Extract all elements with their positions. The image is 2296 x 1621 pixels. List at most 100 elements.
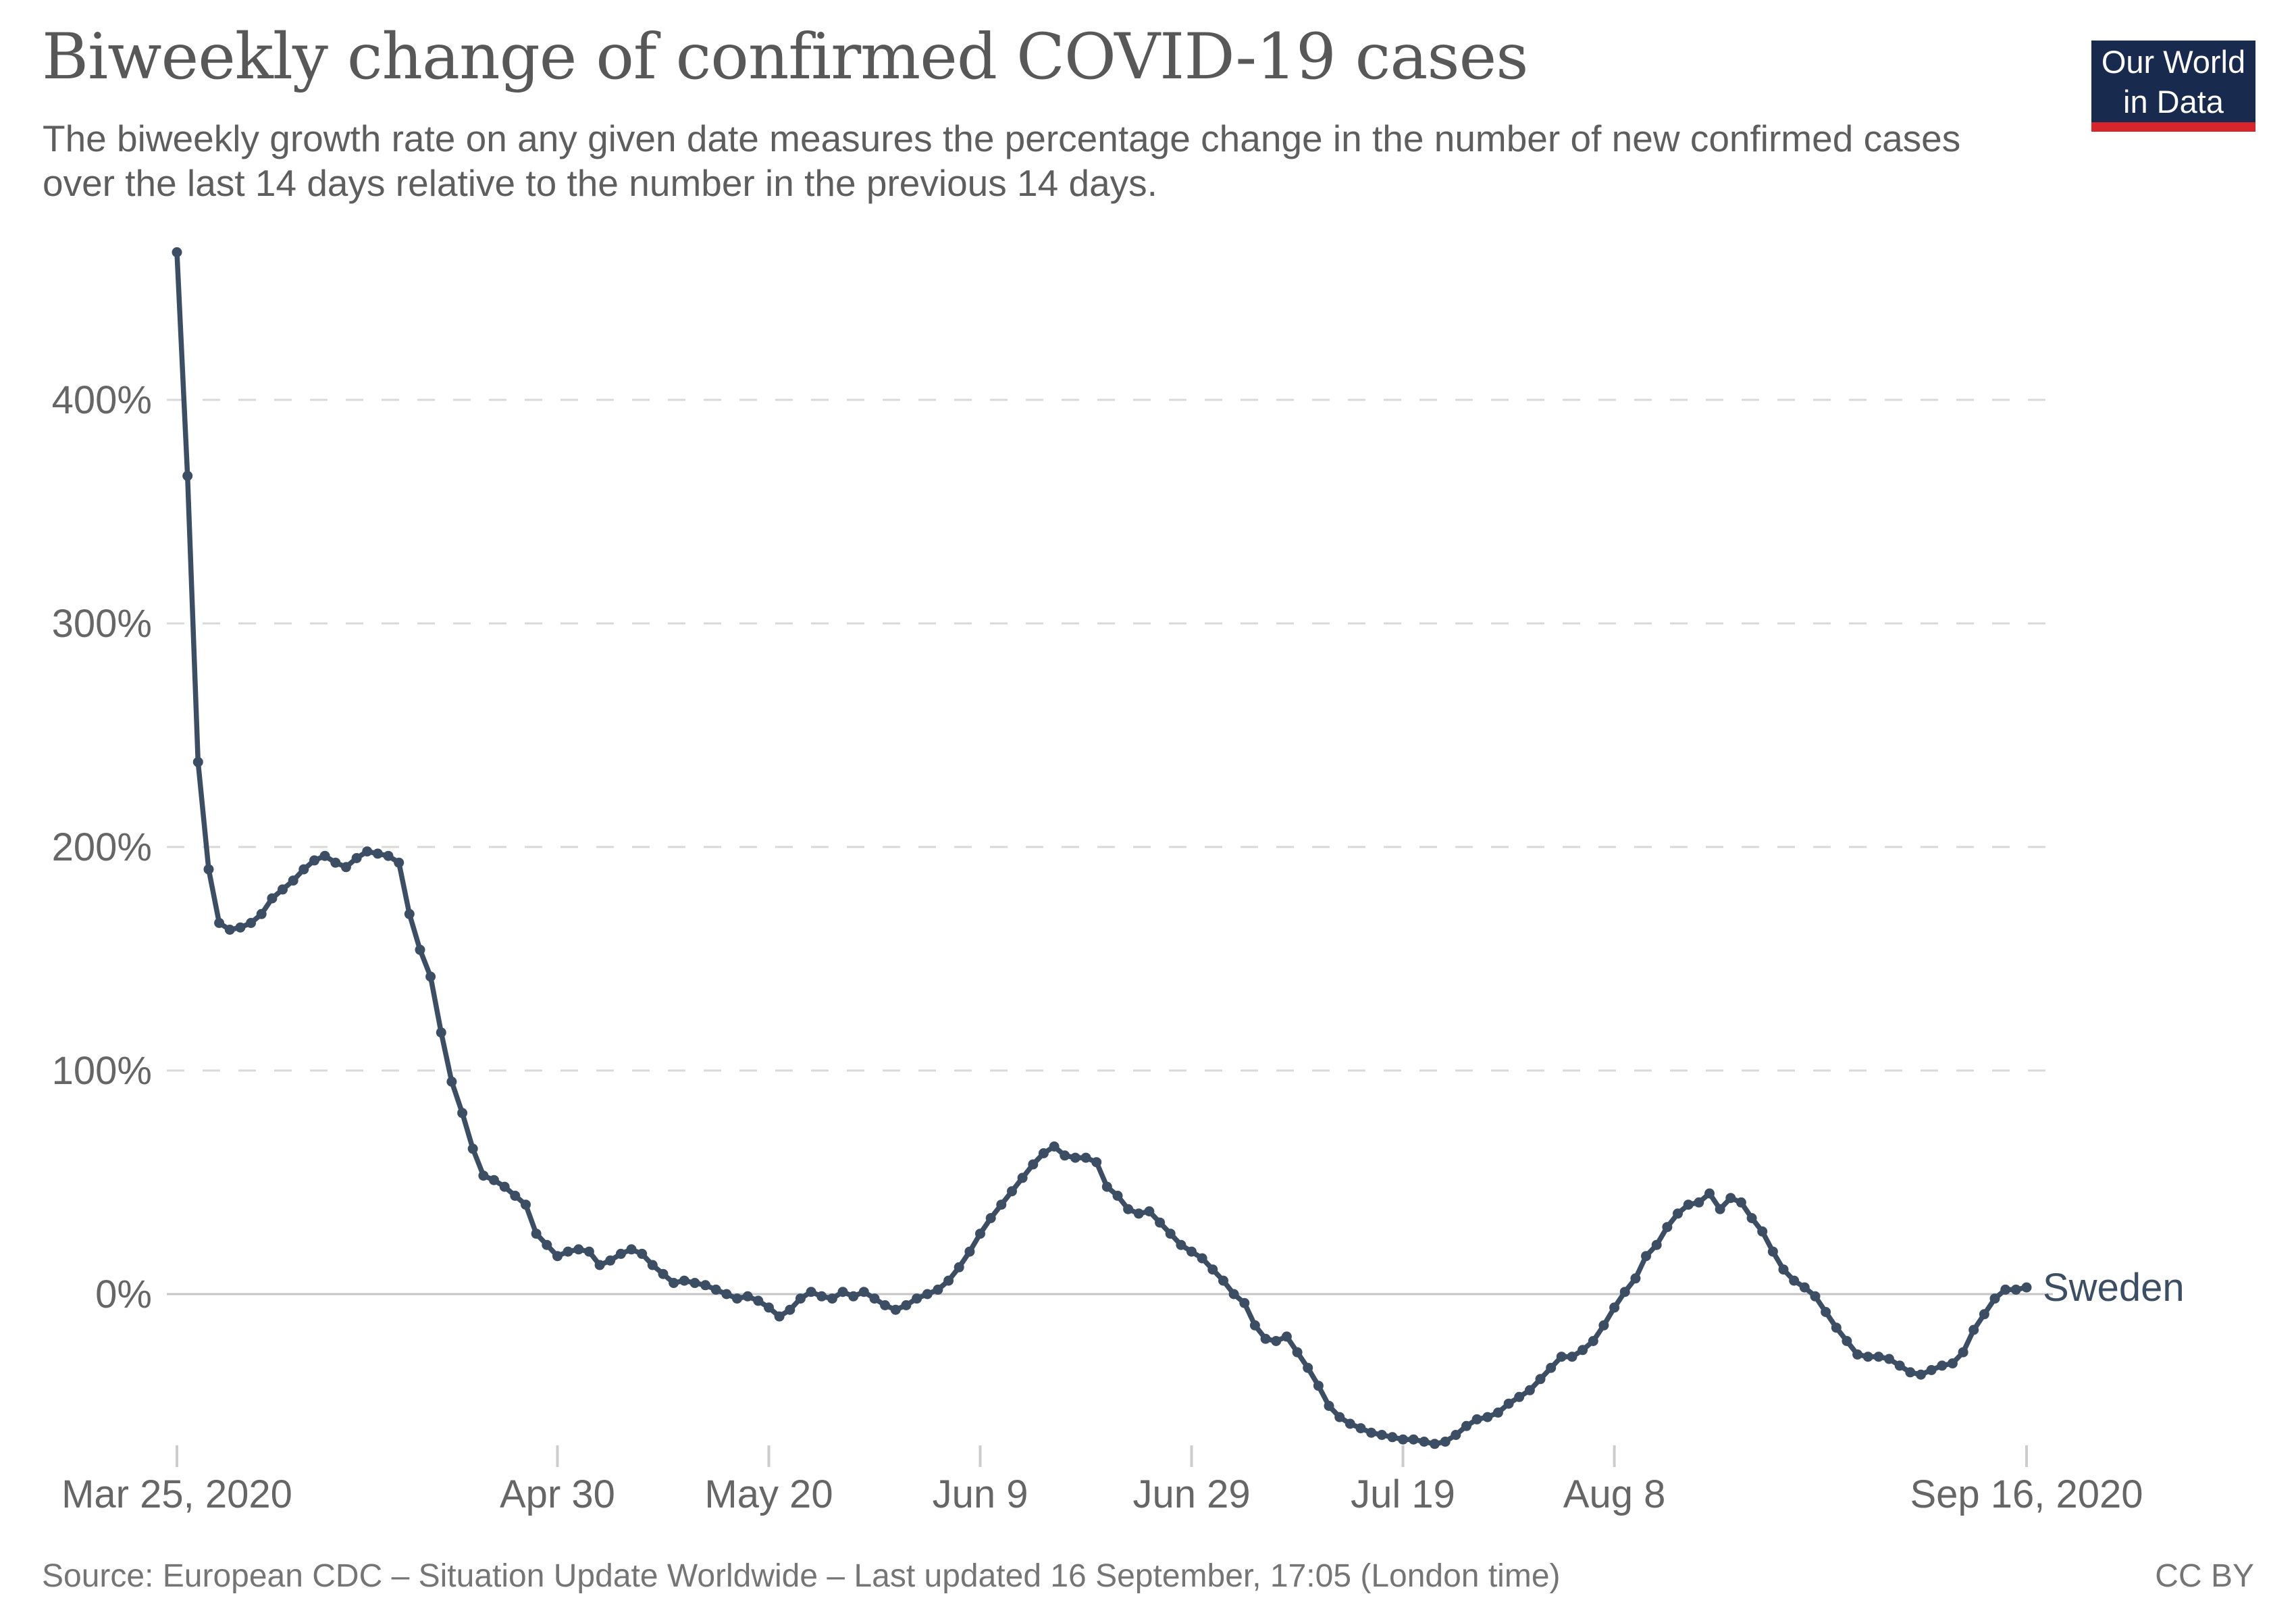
- data-point[interactable]: [785, 1304, 795, 1315]
- data-point[interactable]: [1619, 1287, 1630, 1297]
- data-point[interactable]: [669, 1278, 679, 1288]
- data-point[interactable]: [446, 1077, 457, 1087]
- data-point[interactable]: [224, 925, 235, 935]
- data-point[interactable]: [1810, 1291, 1821, 1302]
- data-point[interactable]: [1281, 1331, 1292, 1342]
- data-point[interactable]: [954, 1262, 964, 1272]
- data-point[interactable]: [1303, 1362, 1313, 1373]
- data-point[interactable]: [1028, 1159, 1039, 1170]
- data-point[interactable]: [1736, 1197, 1746, 1208]
- data-point[interactable]: [1387, 1432, 1398, 1443]
- data-point[interactable]: [658, 1268, 669, 1279]
- data-point[interactable]: [1989, 1293, 2000, 1304]
- data-point[interactable]: [351, 853, 362, 863]
- data-point[interactable]: [1376, 1430, 1387, 1440]
- data-point[interactable]: [573, 1244, 584, 1255]
- data-point[interactable]: [710, 1284, 721, 1295]
- data-point[interactable]: [1884, 1354, 1894, 1364]
- data-point[interactable]: [2010, 1284, 2021, 1295]
- data-point[interactable]: [753, 1295, 764, 1306]
- data-point[interactable]: [298, 864, 309, 875]
- data-point[interactable]: [246, 918, 257, 928]
- data-point[interactable]: [467, 1143, 478, 1154]
- data-point[interactable]: [1228, 1289, 1239, 1300]
- data-point[interactable]: [1197, 1253, 1207, 1264]
- data-point[interactable]: [1799, 1282, 1810, 1293]
- data-point[interactable]: [1334, 1412, 1345, 1422]
- data-point[interactable]: [1260, 1333, 1271, 1344]
- data-point[interactable]: [1218, 1275, 1228, 1286]
- data-point[interactable]: [1831, 1322, 1842, 1333]
- data-point[interactable]: [235, 922, 246, 933]
- data-point[interactable]: [1556, 1352, 1567, 1362]
- data-point[interactable]: [1862, 1352, 1873, 1362]
- data-point[interactable]: [1355, 1423, 1366, 1434]
- data-point[interactable]: [2021, 1282, 2032, 1293]
- data-point[interactable]: [1471, 1414, 1482, 1424]
- data-point[interactable]: [1630, 1273, 1641, 1284]
- data-point[interactable]: [922, 1289, 933, 1300]
- data-point[interactable]: [1038, 1148, 1049, 1158]
- data-point[interactable]: [457, 1108, 468, 1118]
- data-point[interactable]: [1598, 1320, 1609, 1331]
- data-point[interactable]: [330, 857, 341, 868]
- data-point[interactable]: [742, 1291, 753, 1302]
- data-point[interactable]: [858, 1287, 869, 1297]
- data-point[interactable]: [510, 1190, 521, 1201]
- data-point[interactable]: [1535, 1374, 1546, 1385]
- data-point[interactable]: [404, 908, 415, 919]
- data-point[interactable]: [1049, 1141, 1060, 1152]
- data-point[interactable]: [1609, 1302, 1620, 1313]
- data-point[interactable]: [1767, 1246, 1778, 1257]
- data-point[interactable]: [1017, 1173, 1028, 1183]
- data-point[interactable]: [192, 756, 203, 767]
- data-point[interactable]: [1979, 1309, 1989, 1320]
- data-point[interactable]: [1419, 1437, 1430, 1447]
- license-link[interactable]: CC BY: [2155, 1558, 2254, 1594]
- data-point[interactable]: [362, 846, 373, 857]
- data-point[interactable]: [1821, 1307, 1831, 1317]
- data-point[interactable]: [1112, 1190, 1123, 1201]
- data-point[interactable]: [637, 1248, 648, 1259]
- data-point[interactable]: [795, 1293, 806, 1304]
- data-point[interactable]: [1133, 1208, 1144, 1219]
- data-point[interactable]: [1937, 1360, 1948, 1371]
- data-point[interactable]: [1524, 1385, 1535, 1395]
- data-point[interactable]: [1091, 1157, 1102, 1168]
- data-point[interactable]: [1007, 1186, 1017, 1197]
- data-point[interactable]: [816, 1291, 827, 1302]
- data-point[interactable]: [267, 893, 278, 904]
- data-point[interactable]: [985, 1213, 996, 1223]
- data-point[interactable]: [1461, 1420, 1471, 1431]
- data-point[interactable]: [340, 862, 351, 873]
- data-point[interactable]: [425, 971, 436, 982]
- data-point[interactable]: [1503, 1398, 1514, 1409]
- data-point[interactable]: [1947, 1358, 1958, 1369]
- data-point[interactable]: [214, 918, 225, 928]
- data-point[interactable]: [1155, 1217, 1166, 1228]
- data-point[interactable]: [1916, 1369, 1926, 1380]
- data-point[interactable]: [1430, 1439, 1440, 1449]
- data-point[interactable]: [583, 1246, 594, 1257]
- data-point[interactable]: [1673, 1208, 1683, 1219]
- data-point[interactable]: [1207, 1264, 1218, 1275]
- data-point[interactable]: [764, 1302, 774, 1313]
- data-point[interactable]: [415, 944, 425, 955]
- data-point[interactable]: [1440, 1437, 1451, 1447]
- data-point[interactable]: [689, 1278, 700, 1288]
- data-point[interactable]: [394, 857, 405, 868]
- data-point[interactable]: [1123, 1204, 1134, 1214]
- data-point[interactable]: [531, 1229, 542, 1239]
- data-point[interactable]: [1271, 1336, 1282, 1346]
- data-point[interactable]: [182, 471, 193, 481]
- data-point[interactable]: [521, 1200, 531, 1210]
- data-point[interactable]: [1894, 1360, 1905, 1371]
- data-point[interactable]: [478, 1170, 489, 1181]
- data-point[interactable]: [869, 1293, 880, 1304]
- data-point[interactable]: [1968, 1324, 1979, 1335]
- data-point[interactable]: [1398, 1434, 1409, 1445]
- data-point[interactable]: [647, 1260, 658, 1270]
- data-point[interactable]: [827, 1293, 837, 1304]
- data-point[interactable]: [1366, 1427, 1377, 1438]
- data-point[interactable]: [489, 1175, 499, 1185]
